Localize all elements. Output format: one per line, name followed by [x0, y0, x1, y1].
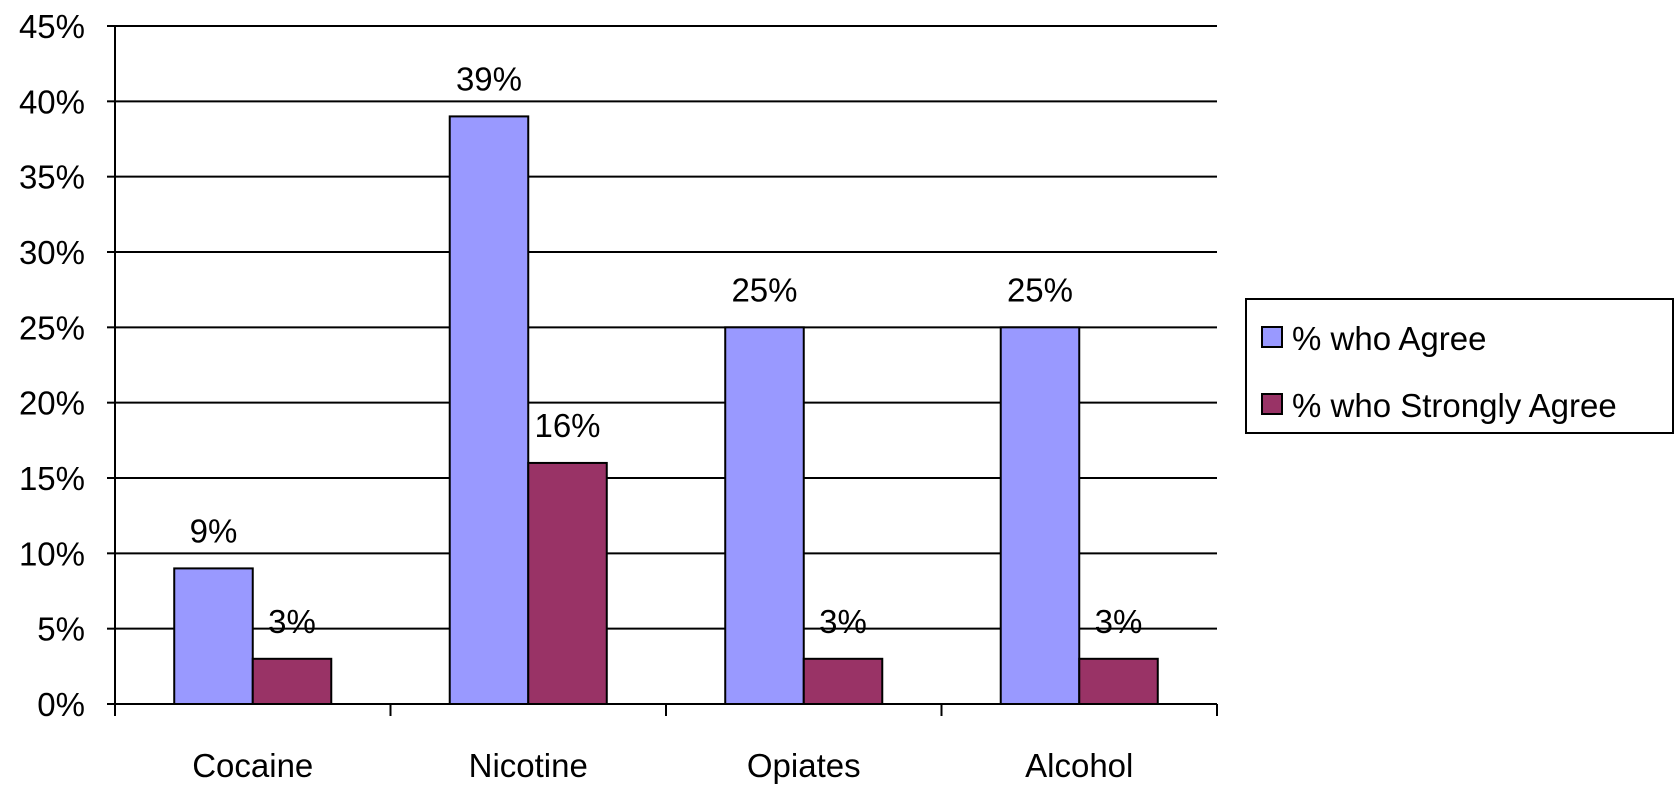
data-label: 3% — [819, 603, 867, 640]
legend-swatch — [1261, 393, 1283, 415]
y-tick-label: 0% — [37, 686, 85, 723]
legend-box — [1245, 298, 1674, 434]
y-tick-label: 15% — [19, 460, 85, 497]
data-label: 3% — [1095, 603, 1143, 640]
x-category-label: Alcohol — [1025, 747, 1133, 784]
y-tick-label: 20% — [19, 385, 85, 422]
x-category-label: Opiates — [747, 747, 861, 784]
y-axis-ticks: 0% 5% 10% 15% 20% 25% 30% 35% 40% 45% — [19, 8, 115, 723]
bar-alcohol-series-1 — [999, 326, 1081, 705]
y-tick-label: 35% — [19, 159, 85, 196]
gridlines — [115, 25, 1217, 630]
y-tick-label: 10% — [19, 535, 85, 572]
legend-label: % who Strongly Agree — [1292, 387, 1617, 424]
bar-nicotine-series-1 — [448, 115, 530, 705]
data-label: 39% — [456, 60, 522, 97]
x-axis-categories: Cocaine Nicotine Opiates Alcohol — [114, 704, 1218, 784]
x-category-label: Nicotine — [469, 747, 588, 784]
bar-alcohol-series-2 — [1078, 657, 1159, 705]
x-category-label: Cocaine — [192, 747, 313, 784]
bar-opiates-series-2 — [802, 657, 884, 705]
legend-label: % who Agree — [1292, 320, 1486, 357]
data-label: 25% — [1007, 271, 1073, 308]
y-tick-label: 25% — [19, 309, 85, 346]
y-tick-label: 45% — [19, 8, 85, 45]
data-label: 9% — [190, 512, 238, 549]
bar-cocaine-series-2 — [251, 657, 333, 705]
data-label: 25% — [731, 271, 797, 308]
y-tick-label: 5% — [37, 611, 85, 648]
legend: % who Agree % who Strongly Agree — [1245, 298, 1674, 434]
bar-nicotine-series-2 — [527, 461, 608, 705]
bars — [173, 115, 1159, 706]
data-label: 3% — [268, 603, 316, 640]
y-tick-label: 30% — [19, 234, 85, 271]
data-labels: 9% 3% 39% 16% 25% 3% 25% 3% — [190, 60, 1143, 639]
data-label: 16% — [534, 407, 600, 444]
y-tick-label: 40% — [19, 83, 85, 120]
bar-cocaine-series-1 — [173, 567, 254, 706]
bar-opiates-series-1 — [724, 326, 805, 705]
legend-swatch — [1261, 326, 1283, 348]
